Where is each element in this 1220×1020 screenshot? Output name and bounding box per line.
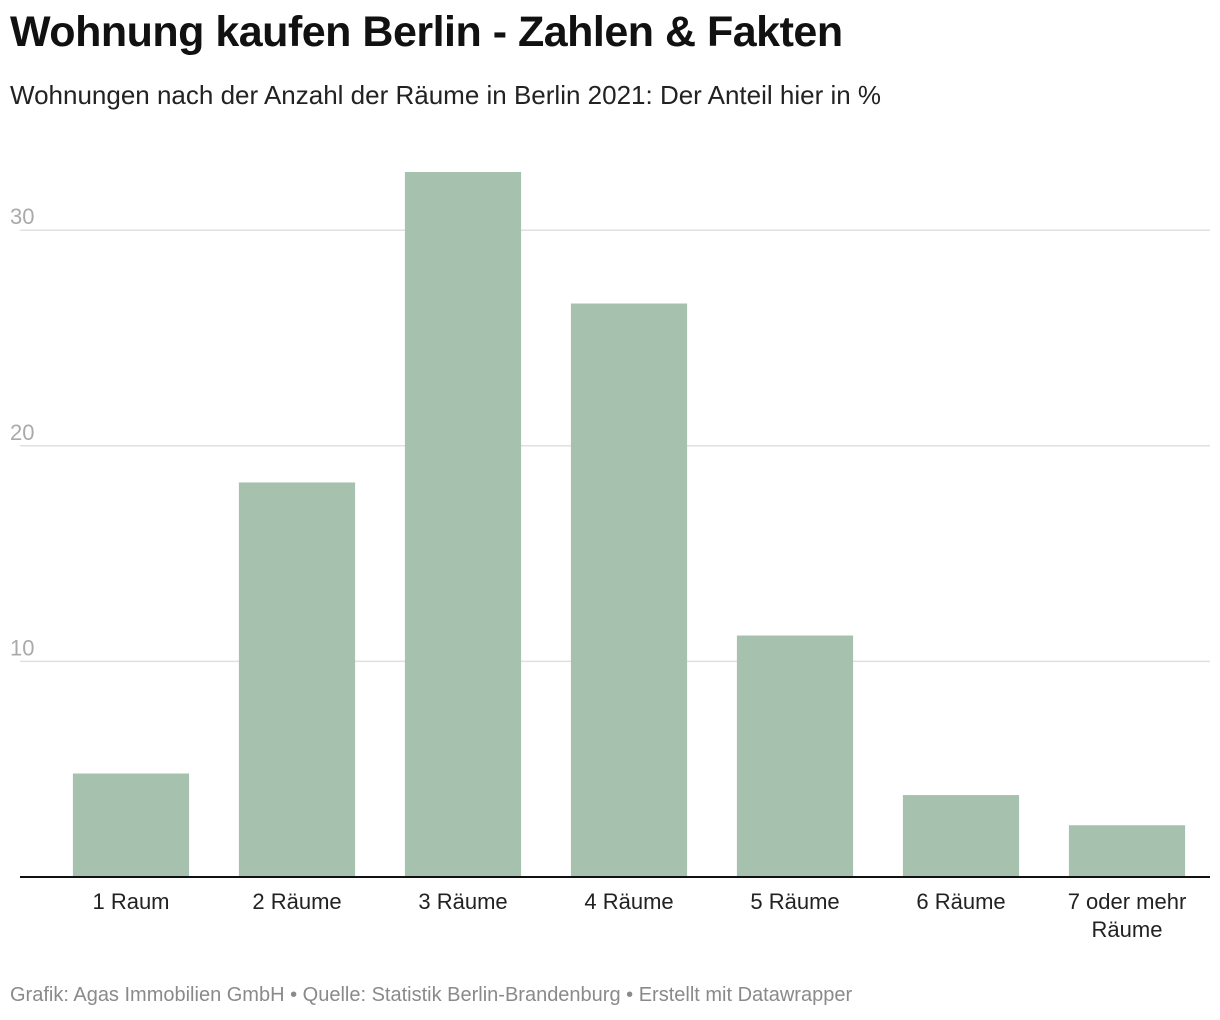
x-tick-label: 3 Räume — [418, 889, 507, 914]
bar — [404, 172, 522, 877]
x-tick-label: 4 Räume — [584, 889, 673, 914]
y-tick-label: 20 — [10, 420, 34, 445]
x-tick-label: 7 oder mehr Räume — [1068, 889, 1187, 942]
bar-chart: 10 20 30 1 Raum 2 Räume 3 Räume 4 Räume 5 Räum… — [10, 172, 1210, 942]
bar — [570, 303, 688, 877]
x-tick-label: 2 Räume — [252, 889, 341, 914]
y-tick-label: 30 — [10, 204, 34, 229]
y-axis-ticks: 10 20 30 — [10, 204, 34, 660]
y-tick-label: 10 — [10, 635, 34, 660]
bar — [238, 482, 356, 877]
x-tick-label: 5 Räume — [750, 889, 839, 914]
bar — [1068, 825, 1186, 877]
bar — [902, 795, 1020, 877]
x-tick-label: 6 Räume — [916, 889, 1005, 914]
bar — [736, 635, 854, 877]
bar — [72, 773, 190, 877]
bars — [72, 172, 1186, 877]
x-tick-label: 1 Raum — [92, 889, 169, 914]
chart-subtitle: Wohnungen nach der Anzahl der Räume in B… — [10, 80, 882, 110]
x-axis-labels: 1 Raum 2 Räume 3 Räume 4 Räume 5 Räume 6 Räum… — [92, 889, 1186, 942]
source-credit: Grafik: Agas Immobilien GmbH • Quelle: S… — [10, 984, 853, 1006]
chart-title: Wohnung kaufen Berlin - Zahlen & Fakten — [10, 8, 843, 56]
